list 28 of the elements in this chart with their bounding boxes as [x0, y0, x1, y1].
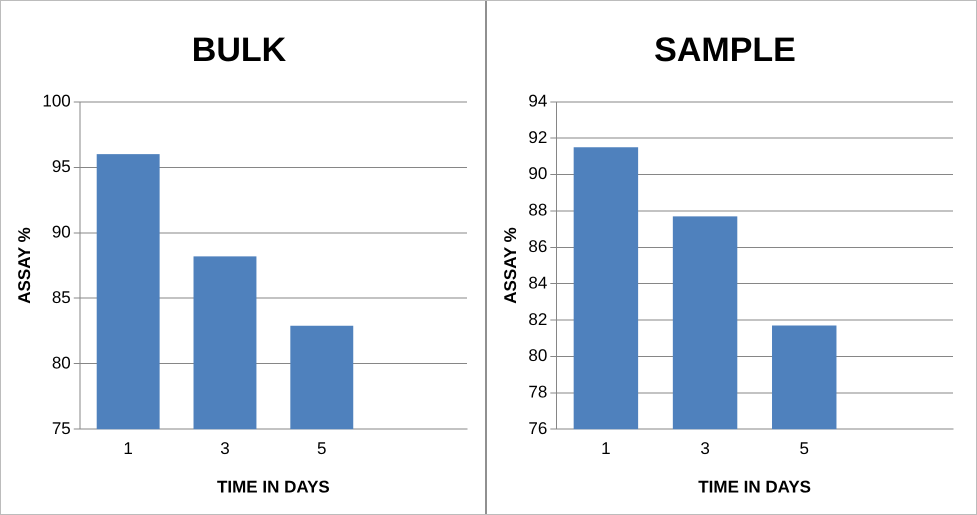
y-tick-label: 90: [528, 164, 548, 184]
y-axis-title: ASSAY %: [500, 227, 520, 304]
chart-title: SAMPLE: [654, 30, 796, 69]
y-tick-label: 75: [52, 418, 71, 438]
x-tick-label: 3: [220, 439, 230, 458]
y-tick-label: 92: [528, 128, 548, 147]
y-tick-label: 94: [528, 91, 548, 110]
y-tick-label: 82: [528, 310, 548, 329]
y-tick-label: 86: [528, 237, 548, 256]
x-tick-label: 1: [123, 439, 133, 458]
y-tick-label: 85: [52, 288, 71, 307]
x-axis-title: TIME IN DAYS: [698, 477, 812, 496]
x-axis-title: TIME IN DAYS: [217, 477, 330, 496]
x-tick-label: 1: [601, 439, 611, 458]
y-tick-label: 95: [52, 156, 71, 176]
x-tick-label: 5: [800, 439, 809, 458]
x-tick-label: 5: [317, 439, 327, 458]
x-tick-label: 3: [700, 439, 710, 458]
chart-title: BULK: [192, 30, 287, 69]
y-tick-label: 88: [528, 200, 548, 220]
y-tick-label: 78: [528, 382, 548, 402]
y-tick-label: 90: [52, 222, 71, 242]
y-tick-label: 100: [42, 91, 71, 110]
y-tick-label: 76: [528, 418, 548, 438]
y-tick-label: 80: [52, 353, 71, 372]
y-tick-label: 84: [528, 273, 548, 292]
y-axis-title: ASSAY %: [14, 227, 34, 304]
y-tick-label: 80: [528, 346, 548, 366]
